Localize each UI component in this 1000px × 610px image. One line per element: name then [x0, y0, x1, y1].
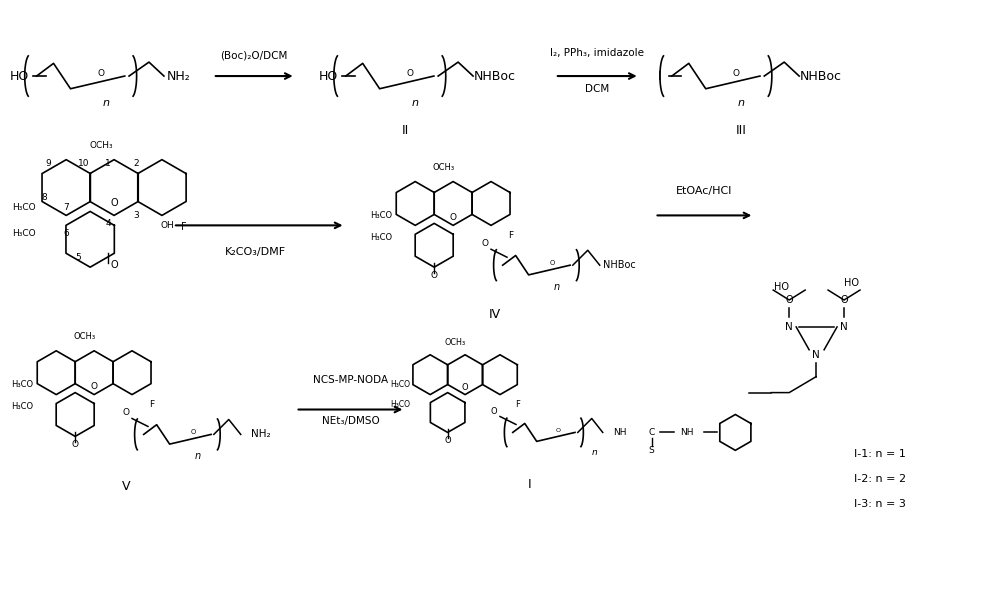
Text: N: N: [785, 322, 793, 332]
Text: 3: 3: [133, 211, 139, 220]
Text: O: O: [462, 383, 468, 392]
Text: I: I: [528, 478, 532, 490]
Text: NH₂: NH₂: [251, 429, 270, 439]
Text: n: n: [592, 448, 598, 457]
Text: OCH₃: OCH₃: [445, 339, 466, 347]
Text: K₂CO₃/DMF: K₂CO₃/DMF: [225, 247, 286, 257]
Text: 1: 1: [105, 159, 111, 168]
Text: S: S: [649, 446, 654, 455]
Text: III: III: [736, 124, 747, 137]
Text: (Boc)₂O/DCM: (Boc)₂O/DCM: [220, 50, 287, 60]
Text: NHBoc: NHBoc: [800, 70, 842, 82]
Text: F: F: [181, 223, 187, 232]
Text: O: O: [785, 295, 793, 305]
Text: II: II: [402, 124, 409, 137]
Text: NHBoc: NHBoc: [603, 260, 636, 270]
Text: NH: NH: [613, 428, 626, 437]
Text: O: O: [190, 429, 196, 436]
Text: OH: OH: [161, 221, 175, 230]
Text: F: F: [508, 231, 514, 240]
Text: O: O: [556, 428, 561, 433]
Text: 10: 10: [78, 159, 90, 168]
Text: n: n: [412, 98, 419, 108]
Text: I-1: n = 1: I-1: n = 1: [854, 450, 906, 459]
Text: O: O: [482, 239, 489, 248]
Text: I: I: [658, 70, 661, 82]
Text: H₃CO: H₃CO: [13, 229, 36, 238]
Text: 9: 9: [45, 159, 51, 168]
Text: O: O: [733, 69, 740, 78]
Text: I₂, PPh₃, imidazole: I₂, PPh₃, imidazole: [550, 48, 644, 58]
Text: n: n: [195, 451, 201, 461]
Text: I-2: n = 2: I-2: n = 2: [854, 474, 906, 484]
Text: F: F: [149, 400, 155, 409]
Text: H₃CO: H₃CO: [390, 400, 410, 409]
Text: O: O: [98, 69, 105, 78]
Text: H₃CO: H₃CO: [11, 380, 33, 389]
Text: F: F: [516, 400, 520, 409]
Text: H₃CO: H₃CO: [370, 211, 392, 220]
Text: H₃CO: H₃CO: [13, 203, 36, 212]
Text: DCM: DCM: [585, 84, 609, 94]
Text: O: O: [407, 69, 414, 78]
Text: O: O: [72, 440, 79, 449]
Text: O: O: [431, 271, 438, 279]
Text: O: O: [110, 260, 118, 270]
Text: O: O: [491, 407, 497, 416]
Text: O: O: [840, 295, 848, 305]
Text: 6: 6: [63, 229, 69, 238]
Text: IV: IV: [489, 309, 501, 321]
Text: NH₂: NH₂: [167, 70, 191, 82]
Text: H₃CO: H₃CO: [11, 402, 33, 411]
Text: NCS-MP-NODA: NCS-MP-NODA: [313, 375, 388, 385]
Text: 2: 2: [133, 159, 139, 168]
Text: HO: HO: [844, 278, 859, 288]
Text: HO: HO: [319, 70, 338, 82]
Text: I-3: n = 3: I-3: n = 3: [854, 499, 906, 509]
Text: O: O: [444, 436, 451, 445]
Text: 7: 7: [63, 203, 69, 212]
Text: n: n: [738, 98, 745, 108]
Text: N: N: [840, 322, 848, 332]
Text: NHBoc: NHBoc: [474, 70, 516, 82]
Text: EtOAc/HCl: EtOAc/HCl: [676, 185, 733, 195]
Text: 5: 5: [75, 253, 81, 262]
Text: HO: HO: [10, 70, 29, 82]
Text: NH: NH: [680, 428, 693, 437]
Text: 4: 4: [105, 219, 111, 228]
Text: C: C: [648, 428, 655, 437]
Text: OCH₃: OCH₃: [432, 163, 454, 172]
Text: H₃CO: H₃CO: [390, 380, 410, 389]
Text: NEt₃/DMSO: NEt₃/DMSO: [322, 417, 379, 426]
Text: OCH₃: OCH₃: [73, 332, 95, 342]
Text: O: O: [110, 198, 118, 209]
Text: O: O: [549, 260, 555, 266]
Text: n: n: [554, 282, 560, 292]
Text: H₃CO: H₃CO: [370, 233, 392, 242]
Text: n: n: [103, 98, 110, 108]
Text: HO: HO: [774, 282, 789, 292]
Text: 8: 8: [41, 193, 47, 202]
Text: V: V: [122, 479, 130, 493]
Text: N: N: [812, 350, 820, 360]
Text: OCH₃: OCH₃: [89, 142, 113, 150]
Text: O: O: [91, 382, 98, 391]
Text: O: O: [450, 213, 457, 222]
Text: O: O: [123, 408, 130, 417]
